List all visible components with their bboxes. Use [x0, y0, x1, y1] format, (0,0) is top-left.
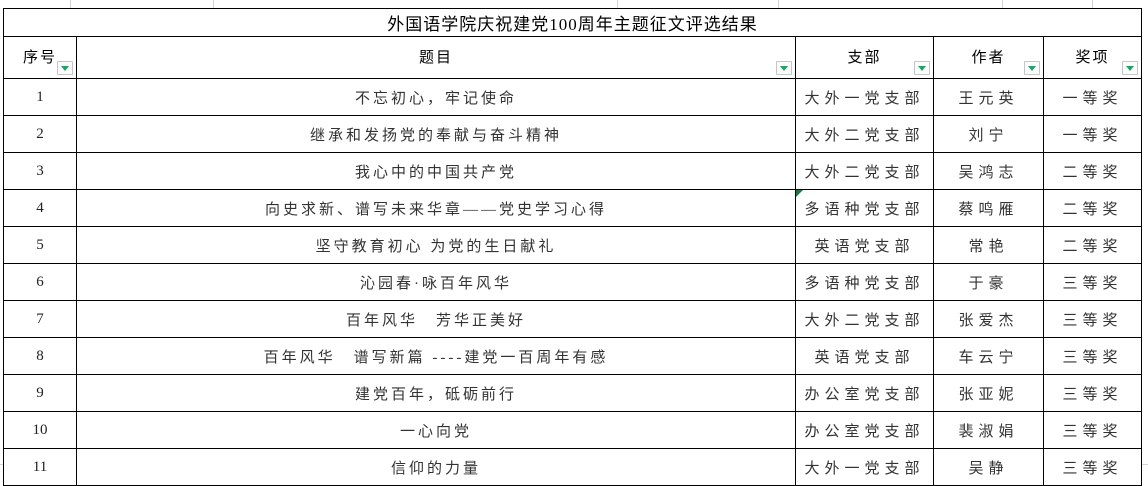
filter-arrow-icon	[1126, 65, 1135, 71]
table-row: 8 百年风华 谱写新篇 ----建党一百周年有感 英语党支部 车云宁 三等奖	[3, 337, 1143, 375]
cell-award[interactable]: 一等奖	[1042, 115, 1143, 153]
cell-num[interactable]: 4	[3, 189, 77, 227]
cell-branch[interactable]: 大外一党支部	[795, 448, 934, 486]
filter-dropdown-button-num[interactable]	[57, 61, 73, 75]
cell-title[interactable]: 百年风华 芳华正美好	[76, 300, 796, 338]
cell-num[interactable]: 5	[3, 226, 77, 264]
cell-author[interactable]: 常艳	[933, 226, 1044, 264]
gridline-stub	[617, 0, 618, 8]
cell-author[interactable]: 王元英	[933, 78, 1044, 116]
cell-num[interactable]: 9	[3, 374, 77, 412]
column-header-num[interactable]: 序号	[3, 36, 77, 79]
cell-num[interactable]: 11	[3, 448, 77, 486]
cell-num[interactable]: 3	[3, 152, 77, 190]
cell-branch[interactable]: 办公室党支部	[795, 374, 934, 412]
column-header-award-label: 奖项	[1075, 49, 1110, 66]
cell-author[interactable]: 吴静	[933, 448, 1044, 486]
table-row: 10 一心向党 办公室党支部 裴淑娟 三等奖	[3, 411, 1143, 449]
table-row: 3 我心中的中国共产党 大外二党支部 吴鸿志 二等奖	[3, 152, 1143, 190]
table-header-row: 序号 题目 支部 作者 奖项	[3, 36, 1143, 79]
cell-num[interactable]: 7	[3, 300, 77, 338]
filter-dropdown-button-title[interactable]	[776, 61, 792, 75]
cell-num[interactable]: 2	[3, 115, 77, 153]
cell-branch[interactable]: 大外一党支部	[795, 78, 934, 116]
column-header-title[interactable]: 题目	[76, 36, 796, 79]
cell-branch[interactable]: 多语种党支部	[795, 263, 934, 301]
cell-title[interactable]: 向史求新、谱写未来华章——党史学习心得	[76, 189, 796, 227]
cell-branch[interactable]: 大外二党支部	[795, 152, 934, 190]
gridline-stub	[1002, 0, 1003, 8]
error-indicator-icon	[796, 190, 803, 197]
table-row: 7 百年风华 芳华正美好 大外二党支部 张爱杰 三等奖	[3, 300, 1143, 338]
cell-author[interactable]: 于豪	[933, 263, 1044, 301]
cell-title[interactable]: 沁园春·咏百年风华	[76, 263, 796, 301]
column-header-award[interactable]: 奖项	[1042, 36, 1143, 79]
table-row: 1 不忘初心，牢记使命 大外一党支部 王元英 一等奖	[3, 78, 1143, 116]
cell-award[interactable]: 三等奖	[1042, 263, 1143, 301]
column-header-author-label: 作者	[971, 49, 1006, 66]
table-title-cell[interactable]: 外国语学院庆祝建党100周年主题征文评选结果	[2, 8, 1143, 37]
cell-author[interactable]: 张亚妮	[933, 374, 1044, 412]
gridline-stub	[778, 0, 779, 8]
filter-arrow-icon	[918, 65, 926, 71]
column-header-title-label: 题目	[418, 49, 453, 66]
cell-branch[interactable]: 多语种党支部	[795, 189, 934, 227]
gridline-stub	[70, 0, 71, 8]
cell-award[interactable]: 三等奖	[1042, 448, 1143, 486]
cell-award[interactable]: 三等奖	[1042, 374, 1143, 412]
cell-author[interactable]: 车云宁	[933, 337, 1044, 375]
column-header-branch[interactable]: 支部	[795, 36, 934, 79]
filter-dropdown-button-branch[interactable]	[914, 61, 930, 75]
table-row: 9 建党百年，砥砺前行 办公室党支部 张亚妮 三等奖	[3, 374, 1143, 412]
cell-branch[interactable]: 办公室党支部	[795, 411, 934, 449]
cell-title[interactable]: 我心中的中国共产党	[76, 152, 796, 190]
results-table: 外国语学院庆祝建党100周年主题征文评选结果 序号 题目 支部 作者 奖项	[2, 8, 1143, 486]
table-row: 6 沁园春·咏百年风华 多语种党支部 于豪 三等奖	[3, 263, 1143, 301]
filter-dropdown-button-author[interactable]	[1024, 61, 1040, 75]
column-header-num-label: 序号	[22, 49, 57, 66]
column-header-author[interactable]: 作者	[933, 36, 1044, 79]
cell-award[interactable]: 三等奖	[1042, 300, 1143, 338]
filter-dropdown-button-award[interactable]	[1122, 61, 1139, 75]
cell-author[interactable]: 刘宁	[933, 115, 1044, 153]
cell-num[interactable]: 10	[3, 411, 77, 449]
table-row: 2 继承和发扬党的奉献与奋斗精神 大外二党支部 刘宁 一等奖	[3, 115, 1143, 153]
cell-title[interactable]: 信仰的力量	[76, 448, 796, 486]
table-title-row: 外国语学院庆祝建党100周年主题征文评选结果	[2, 8, 1143, 37]
cell-branch[interactable]: 英语党支部	[795, 226, 934, 264]
cell-author[interactable]: 裴淑娟	[933, 411, 1044, 449]
gridline-stub	[1092, 0, 1093, 8]
cell-author[interactable]: 蔡鸣雁	[933, 189, 1044, 227]
cell-title[interactable]: 百年风华 谱写新篇 ----建党一百周年有感	[76, 337, 796, 375]
filter-arrow-icon	[61, 65, 69, 71]
cell-author[interactable]: 张爱杰	[933, 300, 1044, 338]
cell-title[interactable]: 建党百年，砥砺前行	[76, 374, 796, 412]
filter-arrow-icon	[780, 65, 788, 71]
table-row: 4 向史求新、谱写未来华章——党史学习心得 多语种党支部 蔡鸣雁 二等奖	[3, 189, 1143, 227]
column-header-branch-label: 支部	[847, 49, 882, 66]
table-body: 1 不忘初心，牢记使命 大外一党支部 王元英 一等奖 2 继承和发扬党的奉献与奋斗精神 大外二…	[3, 78, 1143, 486]
cell-branch[interactable]: 大外二党支部	[795, 300, 934, 338]
cell-award[interactable]: 二等奖	[1042, 226, 1143, 264]
cell-award[interactable]: 二等奖	[1042, 189, 1143, 227]
cell-branch[interactable]: 英语党支部	[795, 337, 934, 375]
cell-title[interactable]: 一心向党	[76, 411, 796, 449]
cell-award[interactable]: 一等奖	[1042, 78, 1143, 116]
table-row: 11 信仰的力量 大外一党支部 吴静 三等奖	[3, 448, 1143, 486]
cell-award[interactable]: 三等奖	[1042, 337, 1143, 375]
cell-title[interactable]: 继承和发扬党的奉献与奋斗精神	[76, 115, 796, 153]
filter-arrow-icon	[1028, 65, 1036, 71]
cell-branch[interactable]: 大外二党支部	[795, 115, 934, 153]
cell-num[interactable]: 1	[3, 78, 77, 116]
table-row: 5 坚守教育初心 为党的生日献礼 英语党支部 常艳 二等奖	[3, 226, 1143, 264]
cell-author[interactable]: 吴鸿志	[933, 152, 1044, 190]
cell-award[interactable]: 二等奖	[1042, 152, 1143, 190]
cell-num[interactable]: 6	[3, 263, 77, 301]
cell-award[interactable]: 三等奖	[1042, 411, 1143, 449]
cell-title[interactable]: 不忘初心，牢记使命	[76, 78, 796, 116]
cell-num[interactable]: 8	[3, 337, 77, 375]
gridline-stub	[213, 0, 214, 8]
cell-title[interactable]: 坚守教育初心 为党的生日献礼	[76, 226, 796, 264]
